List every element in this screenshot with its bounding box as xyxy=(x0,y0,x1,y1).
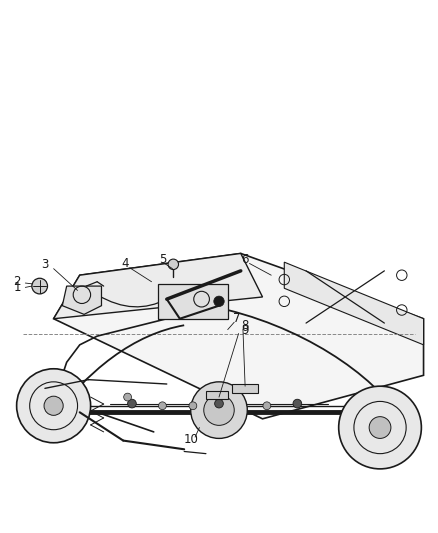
Circle shape xyxy=(168,259,179,270)
Circle shape xyxy=(293,399,302,408)
Circle shape xyxy=(17,369,91,443)
Circle shape xyxy=(369,417,391,439)
Text: 9: 9 xyxy=(241,325,249,337)
Circle shape xyxy=(214,296,224,306)
Text: 7: 7 xyxy=(233,312,240,325)
Circle shape xyxy=(159,402,166,410)
Polygon shape xyxy=(284,262,424,345)
Circle shape xyxy=(191,382,247,439)
Circle shape xyxy=(204,395,234,425)
Circle shape xyxy=(44,396,63,415)
Circle shape xyxy=(124,393,131,401)
Polygon shape xyxy=(53,254,262,319)
Text: 3: 3 xyxy=(41,258,49,271)
Text: 4: 4 xyxy=(122,257,129,270)
Circle shape xyxy=(263,402,271,410)
Bar xyxy=(206,391,228,399)
Circle shape xyxy=(32,278,47,294)
Text: 2: 2 xyxy=(14,275,21,288)
Text: 10: 10 xyxy=(183,433,198,446)
Circle shape xyxy=(189,402,197,410)
Polygon shape xyxy=(62,286,102,314)
Text: 8: 8 xyxy=(241,319,249,332)
Circle shape xyxy=(215,399,223,408)
Text: 5: 5 xyxy=(159,254,166,266)
Bar xyxy=(158,284,228,319)
Text: 1: 1 xyxy=(14,281,21,294)
Text: 6: 6 xyxy=(241,254,249,266)
Circle shape xyxy=(127,399,136,408)
Circle shape xyxy=(339,386,421,469)
Bar xyxy=(232,384,258,393)
Polygon shape xyxy=(53,254,424,419)
